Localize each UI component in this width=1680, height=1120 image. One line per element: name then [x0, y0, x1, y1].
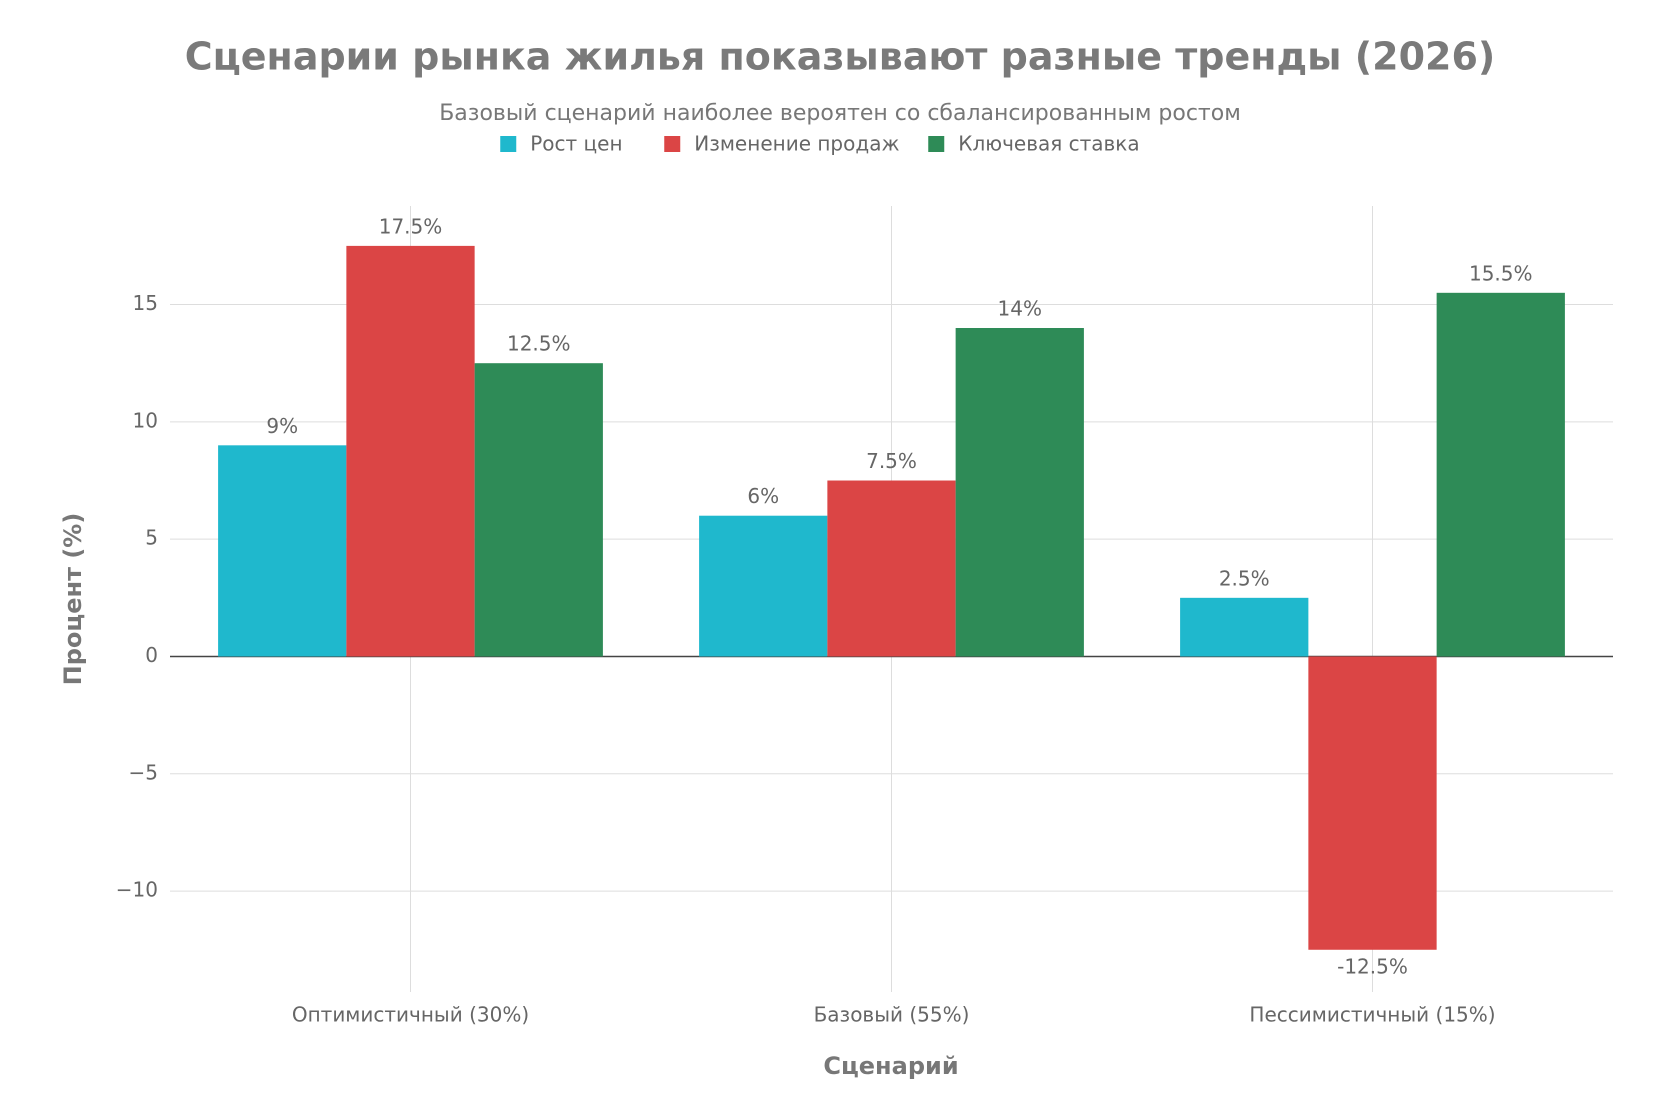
bar [955, 328, 1084, 657]
bar [346, 245, 475, 657]
y-tick-label: −10 [116, 878, 158, 902]
y-tick-label: 10 [133, 408, 158, 432]
bar [1436, 292, 1565, 657]
x-tick-label: Пессимистичный (15%) [1249, 1003, 1495, 1027]
value-label: 7.5% [866, 449, 917, 473]
y-axis-title: Процент (%) [59, 513, 87, 686]
legend-marker [664, 136, 681, 152]
value-label: 15.5% [1469, 261, 1533, 285]
x-tick-label: Базовый (55%) [814, 1003, 970, 1027]
legend-label: Ключевая ставка [958, 132, 1139, 156]
legend-marker [928, 136, 945, 152]
bar [1180, 597, 1309, 657]
value-label: 14% [998, 297, 1042, 321]
value-label: -12.5% [1337, 954, 1408, 978]
legend-label: Изменение продаж [694, 132, 899, 156]
bar [699, 515, 828, 657]
x-tick-label: Оптимистичный (30%) [292, 1003, 529, 1027]
bar [218, 445, 347, 657]
chart-title: Сценарии рынка жилья показывают разные т… [185, 35, 1496, 79]
value-label: 9% [266, 414, 298, 438]
chart-subtitle: Базовый сценарий наиболее вероятен со сб… [439, 101, 1241, 126]
legend-label: Рост цен [530, 132, 622, 156]
y-tick-label: −5 [129, 760, 158, 784]
y-tick-label: 5 [145, 526, 158, 550]
y-tick-label: 15 [133, 291, 158, 315]
value-label: 17.5% [379, 214, 443, 238]
value-label: 6% [747, 484, 779, 508]
y-tick-label: 0 [145, 643, 158, 667]
legend-marker [500, 136, 517, 152]
bar [474, 363, 603, 657]
bar [1308, 656, 1437, 950]
x-axis-title: Сценарий [823, 1052, 958, 1080]
value-label: 12.5% [507, 332, 571, 356]
value-label: 2.5% [1219, 566, 1270, 590]
bar [827, 480, 956, 657]
